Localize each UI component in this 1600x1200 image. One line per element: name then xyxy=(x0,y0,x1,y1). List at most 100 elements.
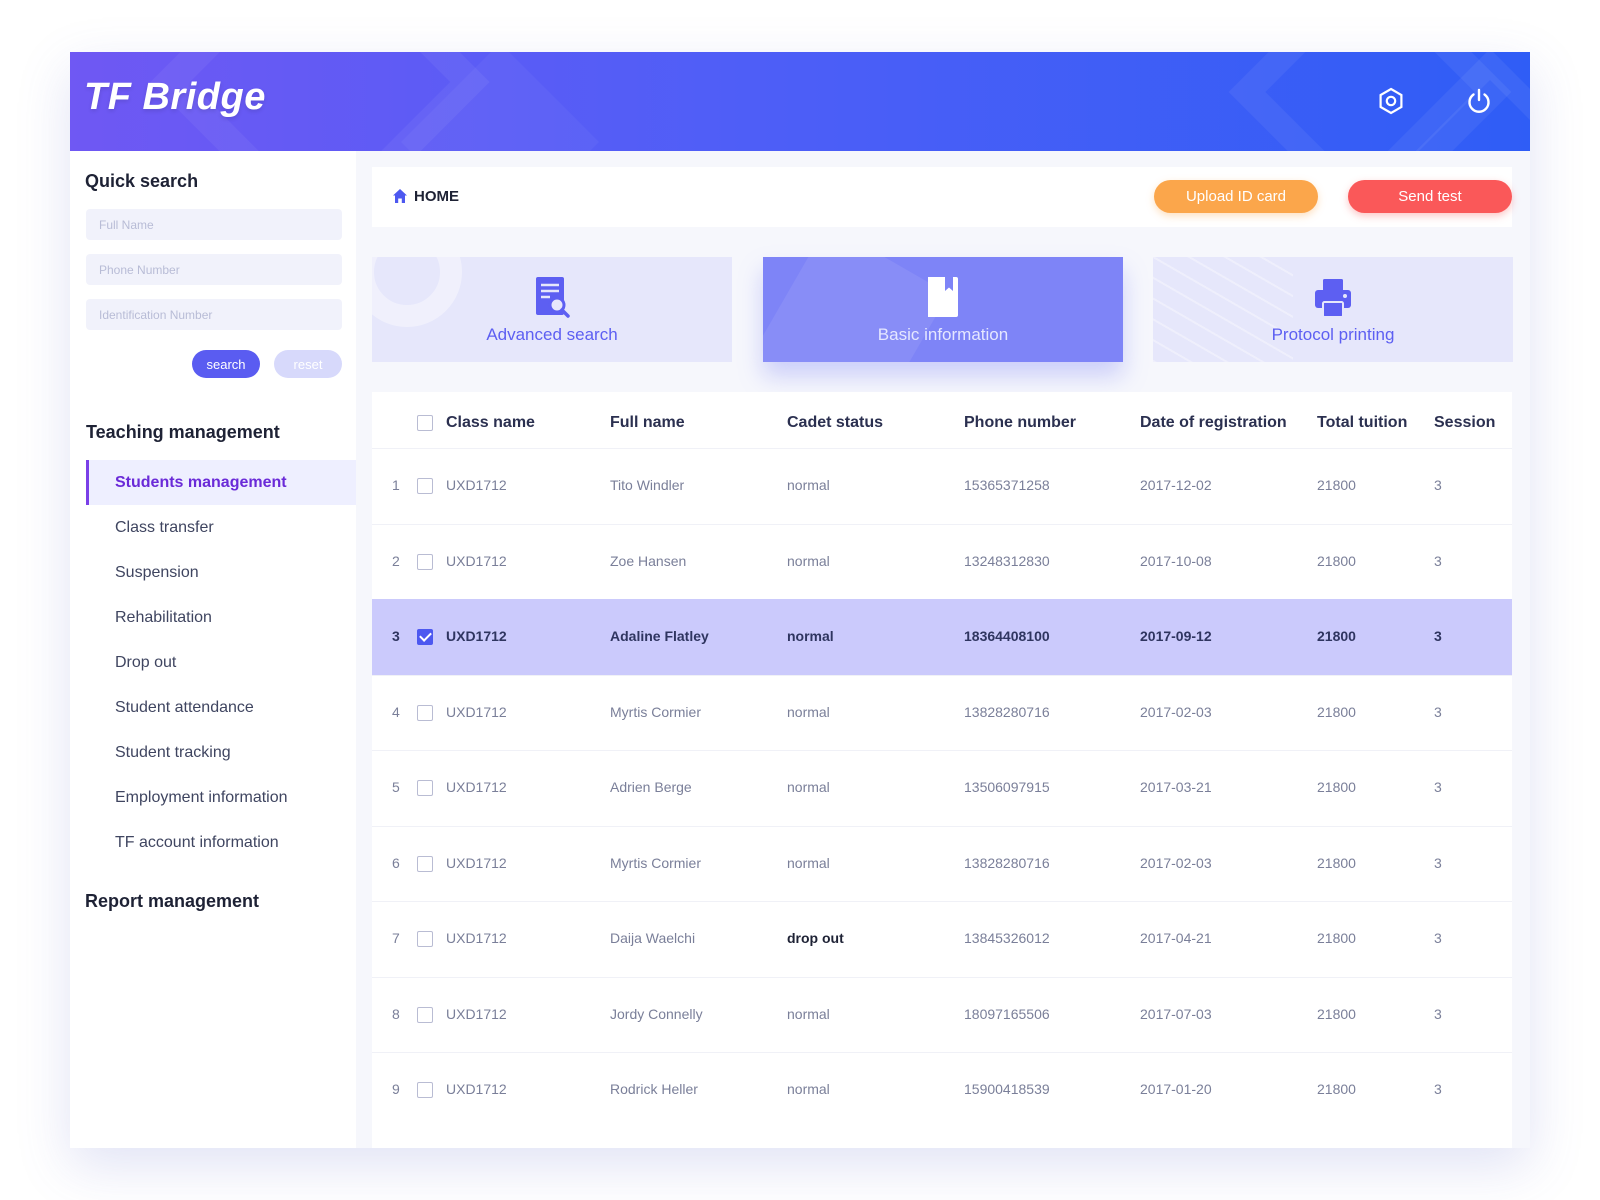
cell-cadet-status: normal xyxy=(787,628,834,644)
table-row[interactable]: 6 UXD1712 Myrtis Cormier normal 13828280716 2… xyxy=(372,825,1512,902)
students-table: Class name Full name Cadet status Phone … xyxy=(372,392,1512,1148)
app-window: TF Bridge Quick search search reset Teac… xyxy=(70,52,1530,1148)
table-row[interactable]: 8 UXD1712 Jordy Connelly normal 18097165506 2… xyxy=(372,976,1512,1053)
upload-id-card-button[interactable]: Upload ID card xyxy=(1154,180,1318,213)
table-row[interactable]: 4 UXD1712 Myrtis Cormier normal 13828280716 2… xyxy=(372,674,1512,751)
row-index: 6 xyxy=(392,854,400,871)
cell-total-tuition: 21800 xyxy=(1317,552,1356,569)
cell-date-of-registration: 2017-12-02 xyxy=(1140,477,1212,493)
search-button[interactable]: search xyxy=(192,350,260,378)
cell-phone-number: 13845326012 xyxy=(964,930,1050,946)
row-checkbox[interactable] xyxy=(417,1006,433,1023)
card-advanced-search[interactable]: Advanced search xyxy=(372,257,732,362)
table-row[interactable]: 3 UXD1712 Adaline Flatley normal 18364408100… xyxy=(372,599,1512,675)
report-management-title[interactable]: Report management xyxy=(85,891,260,911)
cell-full-name: Myrtis Cormier xyxy=(610,854,701,871)
cell-cadet-status: normal xyxy=(787,703,830,720)
cell-class-name: UXD1712 xyxy=(446,628,507,644)
card-basic-information[interactable]: Basic information xyxy=(763,257,1123,362)
nav-student-tracking[interactable]: Student tracking xyxy=(115,744,231,761)
nav-suspension[interactable]: Suspension xyxy=(115,564,199,581)
table-row[interactable]: 1 UXD1712 Tito Windler normal 15365371258 201… xyxy=(372,448,1512,524)
row-index: 1 xyxy=(392,477,400,493)
cell-total-tuition: 21800 xyxy=(1317,1081,1356,1097)
nav-tf-account-information[interactable]: TF account information xyxy=(115,834,279,851)
header-session[interactable]: Session xyxy=(1434,414,1496,431)
teaching-management-title: Teaching management xyxy=(86,422,280,442)
id-number-input[interactable] xyxy=(86,299,342,330)
cell-date-of-registration: 2017-02-03 xyxy=(1140,854,1212,871)
sidebar: Quick search search reset Teaching manag… xyxy=(70,151,356,1148)
header-bar: TF Bridge xyxy=(70,52,1530,151)
card-advanced-search-label: Advanced search xyxy=(486,325,618,344)
reset-button[interactable]: reset xyxy=(274,350,342,378)
row-checkbox[interactable] xyxy=(417,478,433,494)
phone-number-input[interactable] xyxy=(86,254,342,285)
cell-cadet-status: normal xyxy=(787,854,830,871)
cell-session: 3 xyxy=(1434,477,1442,493)
row-checkbox[interactable] xyxy=(417,931,433,947)
cell-full-name: Rodrick Heller xyxy=(610,1081,698,1097)
table-row[interactable]: 7 UXD1712 Daija Waelchi drop out 13845326012… xyxy=(372,901,1512,977)
row-checkbox[interactable] xyxy=(417,1082,433,1098)
table-row[interactable]: 2 UXD1712 Zoe Hansen normal 13248312830 2017-… xyxy=(372,523,1512,600)
cell-cadet-status: normal xyxy=(787,477,830,493)
cell-full-name: Daija Waelchi xyxy=(610,930,696,946)
cell-session: 3 xyxy=(1434,1005,1442,1022)
home-icon[interactable] xyxy=(392,188,408,204)
row-checkbox[interactable] xyxy=(417,704,433,721)
row-checkbox[interactable] xyxy=(417,629,433,645)
nav-drop-out[interactable]: Drop out xyxy=(115,654,177,671)
cell-cadet-status: drop out xyxy=(787,930,844,946)
cell-full-name: Adaline Flatley xyxy=(610,628,709,644)
header-class-name[interactable]: Class name xyxy=(446,414,535,431)
nav-students-management[interactable]: Students management xyxy=(86,460,356,505)
printer-icon xyxy=(1313,275,1353,321)
table-row[interactable]: 9 UXD1712 Rodrick Heller normal 15900418539 2… xyxy=(372,1052,1512,1128)
nav-class-transfer[interactable]: Class transfer xyxy=(115,519,214,536)
cell-class-name: UXD1712 xyxy=(446,854,507,871)
row-index: 4 xyxy=(392,703,400,720)
cell-cadet-status: normal xyxy=(787,1005,830,1022)
cell-class-name: UXD1712 xyxy=(446,477,507,493)
nav-student-attendance[interactable]: Student attendance xyxy=(115,699,254,716)
row-checkbox[interactable] xyxy=(417,780,433,796)
select-all-checkbox[interactable] xyxy=(417,415,433,431)
row-index: 2 xyxy=(392,552,400,569)
full-name-input[interactable] xyxy=(86,209,342,240)
cell-phone-number: 13506097915 xyxy=(964,779,1050,795)
breadcrumb-home[interactable]: HOME xyxy=(414,188,459,205)
row-index: 9 xyxy=(392,1081,400,1097)
cell-full-name: Adrien Berge xyxy=(610,779,692,795)
row-index: 5 xyxy=(392,779,400,795)
header-full-name[interactable]: Full name xyxy=(610,414,685,431)
header-phone-number[interactable]: Phone number xyxy=(964,414,1077,431)
power-icon[interactable] xyxy=(1464,86,1494,116)
cell-total-tuition: 21800 xyxy=(1317,477,1356,493)
cell-class-name: UXD1712 xyxy=(446,779,507,795)
toolbar: HOME Upload ID card Send test xyxy=(372,167,1512,227)
settings-icon[interactable] xyxy=(1376,86,1406,116)
cell-class-name: UXD1712 xyxy=(446,1081,507,1097)
row-checkbox[interactable] xyxy=(417,855,433,872)
cell-date-of-registration: 2017-09-12 xyxy=(1140,628,1212,644)
send-test-button[interactable]: Send test xyxy=(1348,180,1512,213)
cell-session: 3 xyxy=(1434,1081,1442,1097)
card-basic-information-label: Basic information xyxy=(877,325,1009,344)
header-cadet-status[interactable]: Cadet status xyxy=(787,414,884,431)
nav-rehabilitation[interactable]: Rehabilitation xyxy=(115,609,212,626)
cell-phone-number: 13828280716 xyxy=(964,703,1050,720)
card-protocol-printing[interactable]: Protocol printing xyxy=(1153,257,1513,362)
cell-date-of-registration: 2017-04-21 xyxy=(1140,930,1212,946)
book-icon xyxy=(923,275,963,321)
cell-session: 3 xyxy=(1434,628,1442,644)
table-row[interactable]: 5 UXD1712 Adrien Berge normal 13506097915 201… xyxy=(372,750,1512,826)
document-search-icon xyxy=(532,275,572,321)
nav-employment-information[interactable]: Employment information xyxy=(115,789,288,806)
row-checkbox[interactable] xyxy=(417,553,433,570)
cell-phone-number: 13248312830 xyxy=(964,552,1050,569)
header-date-of-registration[interactable]: Date of registration xyxy=(1140,414,1287,431)
quick-search-title: Quick search xyxy=(85,171,199,191)
cell-session: 3 xyxy=(1434,779,1442,795)
header-total-tuition[interactable]: Total tuition xyxy=(1317,414,1408,431)
